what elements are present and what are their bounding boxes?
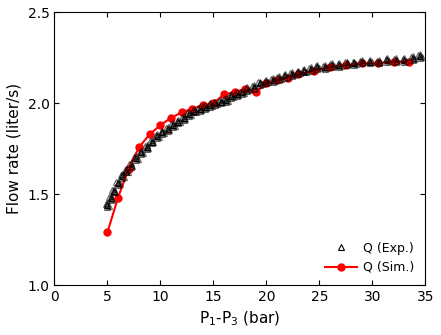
Q (Sim.) [137,145,142,149]
Q (Sim.) [375,61,380,65]
Q (Exp.) [170,123,176,127]
Y-axis label: Flow rate (liter/s): Flow rate (liter/s) [7,83,22,214]
Q (Sim.) [264,81,269,85]
Q (Sim.) [200,103,206,107]
Q (Sim.) [311,69,317,73]
Q (Sim.) [232,90,237,94]
Q (Sim.) [105,230,110,234]
Q (Exp.) [258,81,263,85]
Q (Sim.) [407,60,412,64]
Q (Sim.) [274,78,280,82]
Q (Sim.) [115,196,120,200]
Q (Sim.) [190,107,195,111]
Q (Exp.) [367,60,373,64]
Q (Sim.) [158,123,163,127]
Q (Exp.) [264,79,269,83]
Q (Exp.) [417,54,422,58]
Q (Sim.) [391,60,396,64]
Q (Exp.) [322,65,327,69]
Q (Sim.) [211,102,216,106]
Q (Sim.) [285,76,290,80]
Q (Exp.) [105,203,110,207]
Q (Sim.) [221,92,227,96]
Legend: Q (Exp.), Q (Sim.): Q (Exp.), Q (Sim.) [320,237,419,279]
Q (Sim.) [327,65,333,69]
Q (Sim.) [147,132,153,136]
Q (Sim.) [253,90,258,94]
Q (Sim.) [168,116,174,120]
Q (Sim.) [295,72,301,76]
Q (Sim.) [126,167,131,171]
X-axis label: P$_1$-P$_3$ (bar): P$_1$-P$_3$ (bar) [199,310,280,328]
Q (Sim.) [243,87,248,91]
Q (Exp.) [277,76,282,80]
Line: Q (Sim.): Q (Sim.) [104,58,413,236]
Q (Sim.) [179,111,184,115]
Q (Sim.) [343,63,348,67]
Q (Sim.) [359,61,364,65]
Line: Q (Exp.): Q (Exp.) [104,53,423,209]
